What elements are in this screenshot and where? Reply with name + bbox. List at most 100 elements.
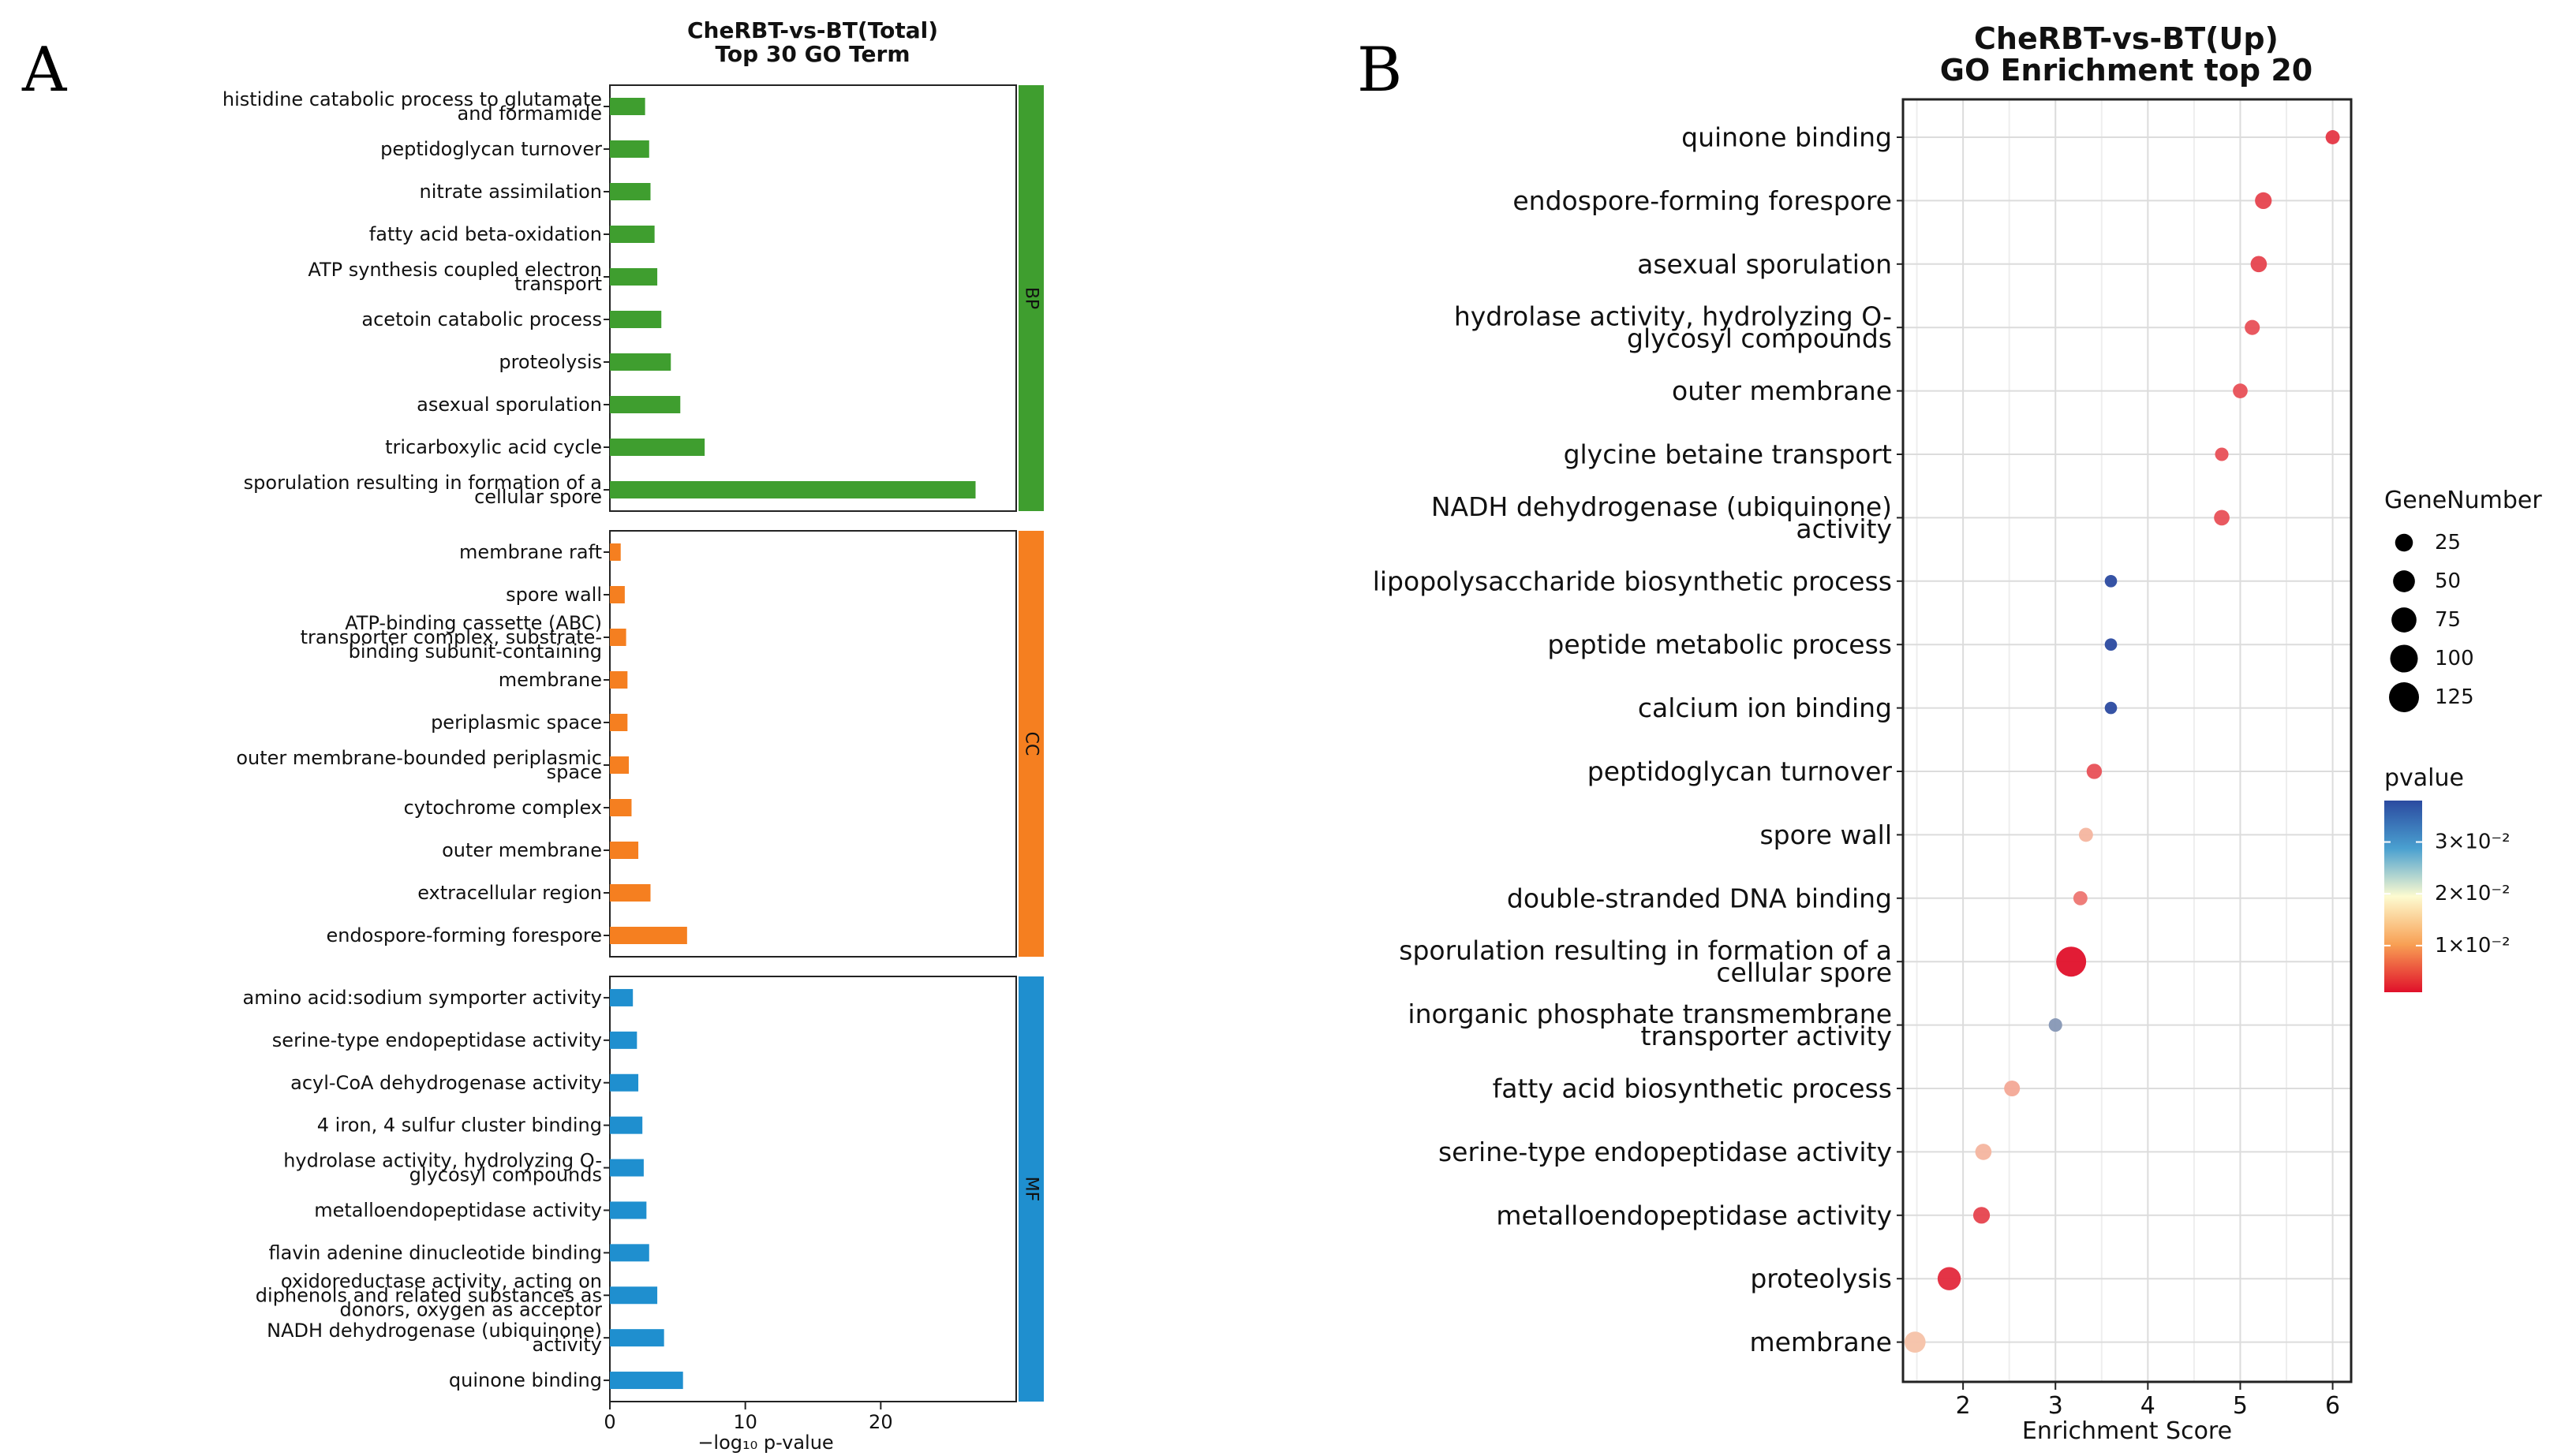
term-label: calcium ion binding — [1638, 693, 1892, 723]
bar — [610, 586, 625, 603]
term-label: membrane — [1749, 1327, 1892, 1357]
panel-a-bar-chart: CheRBT-vs-BT(Total)Top 30 GO Term BP histi… — [222, 17, 1044, 1454]
category-label: amino acid:sodium symporter activity — [243, 987, 602, 1009]
x-tick-label: 3 — [2048, 1392, 2063, 1420]
category-label: endospore-forming forespore — [326, 924, 602, 946]
bubble-point — [2056, 946, 2087, 977]
bar — [610, 268, 658, 286]
bubble-point — [2078, 827, 2093, 842]
category-label: space — [547, 761, 602, 783]
term-label: outer membrane — [1672, 375, 1892, 406]
term-label: asexual sporulation — [1637, 248, 1892, 279]
size-legend-dot — [2390, 644, 2418, 673]
panel-b-bubble-chart: CheRBT-vs-BT(Up)GO Enrichment top 20 quin… — [1373, 21, 2543, 1445]
category-label: activity — [533, 1334, 602, 1356]
term-label: NADH dehydrogenase (ubiquinone) — [1431, 491, 1892, 522]
category-label: acetoin catabolic process — [361, 308, 602, 330]
category-label: cytochrome complex — [404, 797, 602, 819]
category-label: hydrolase activity, hydrolyzing O- — [283, 1150, 602, 1172]
category-label: oxidoreductase activity, acting on — [281, 1270, 602, 1292]
facet-panel-mf — [609, 976, 1017, 1402]
category-label: asexual sporulation — [417, 394, 602, 416]
category-label: fatty acid beta-oxidation — [369, 223, 602, 245]
category-label: metalloendopeptidase activity — [314, 1199, 602, 1221]
facet-strip-cc — [1019, 531, 1044, 957]
x-tick-label: 6 — [2325, 1392, 2340, 1420]
term-label: cellular spore — [1716, 958, 1892, 988]
plot-border — [1901, 98, 2353, 1383]
term-label: double-stranded DNA binding — [1507, 883, 1892, 913]
category-label: transport — [514, 273, 602, 295]
bar — [610, 988, 634, 1006]
category-label: peptidoglycan turnover — [380, 138, 602, 160]
bar — [610, 98, 645, 115]
bar — [610, 353, 671, 371]
size-legend-label: 25 — [2435, 531, 2461, 554]
size-legend-dot — [2395, 533, 2413, 552]
bar — [610, 1372, 683, 1390]
bar — [610, 927, 687, 944]
category-label: 4 iron, 4 sulfur cluster binding — [317, 1114, 602, 1137]
bar — [610, 1201, 647, 1219]
bubble-point — [1975, 1144, 1992, 1160]
term-label: glycine betaine transport — [1564, 439, 1892, 470]
size-legend-dot — [2393, 570, 2415, 592]
size-legend-label: 125 — [2435, 685, 2474, 709]
category-label: serine-type endopeptidase activity — [272, 1029, 602, 1051]
size-legend-label: 100 — [2435, 647, 2474, 670]
bar — [610, 629, 626, 646]
bubble-point — [2245, 319, 2260, 335]
category-label: membrane raft — [459, 541, 602, 563]
size-legend-label: 75 — [2435, 608, 2461, 632]
category-label: outer membrane — [442, 839, 602, 861]
x-axis-label: Enrichment Score — [2022, 1417, 2232, 1445]
bar — [610, 714, 628, 731]
term-label: quinone binding — [1681, 122, 1892, 153]
category-label: acyl-CoA dehydrogenase activity — [290, 1072, 602, 1094]
bubble-point — [1904, 1331, 1926, 1353]
bubble-point — [2233, 383, 2248, 398]
term-label: endospore-forming forespore — [1512, 185, 1892, 216]
facet-panel-bp — [609, 84, 1017, 512]
term-label: fatty acid biosynthetic process — [1493, 1073, 1892, 1104]
facet-strip-bp — [1019, 85, 1044, 511]
color-legend-label: 2×10⁻² — [2435, 882, 2511, 905]
chart-b-title: CheRBT-vs-BT(Up) — [1974, 21, 2279, 56]
category-label: histidine catabolic process to glutamate — [222, 88, 602, 110]
term-label: lipopolysaccharide biosynthetic process — [1373, 566, 1892, 596]
bar — [610, 543, 621, 561]
facet-strip-mf — [1019, 976, 1044, 1402]
bar — [610, 1329, 664, 1347]
bar — [610, 396, 681, 413]
bubble-point — [2073, 890, 2088, 905]
term-label: sporulation resulting in formation of a — [1399, 935, 1892, 966]
term-label: metalloendopeptidase activity — [1496, 1200, 1892, 1230]
facet-strip-label: BP — [1022, 287, 1041, 309]
chart-a-title: Top 30 GO Term — [715, 41, 910, 67]
term-label: spore wall — [1759, 819, 1892, 850]
bar — [610, 481, 976, 498]
bar — [610, 842, 639, 859]
x-tick-label: 0 — [604, 1411, 615, 1433]
bubble-point — [2104, 638, 2118, 651]
bar — [610, 183, 651, 200]
bubble-point — [1937, 1267, 1961, 1290]
category-label: diphenols and related substances as — [256, 1284, 602, 1306]
bubble-point — [2086, 763, 2103, 779]
size-legend-label: 50 — [2435, 569, 2461, 593]
category-label: cellular spore — [474, 486, 602, 508]
size-legend-title: GeneNumber — [2384, 487, 2542, 514]
term-label: peptide metabolic process — [1547, 629, 1892, 660]
facet-strip-label: CC — [1022, 732, 1041, 756]
panel-a-letter: A — [21, 35, 68, 106]
bar — [610, 1116, 643, 1134]
bar — [610, 226, 655, 243]
bar — [610, 140, 649, 158]
size-legend-dot — [2389, 682, 2419, 712]
bar — [610, 1159, 644, 1177]
panel-b-letter: B — [1357, 35, 1402, 106]
category-label: donors, oxygen as acceptor — [339, 1298, 602, 1320]
category-label: membrane — [499, 669, 602, 691]
bubble-point — [2214, 510, 2230, 526]
